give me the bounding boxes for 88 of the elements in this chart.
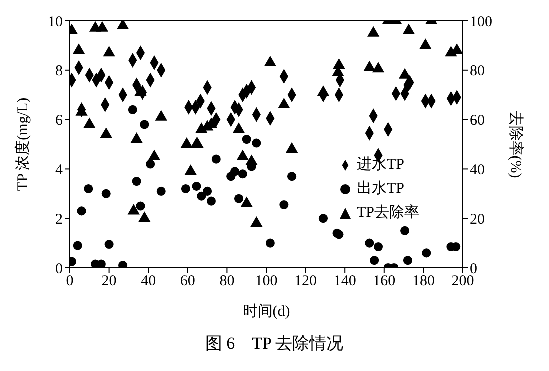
point xyxy=(197,192,206,201)
legend-label: 出水TP xyxy=(357,180,405,199)
point xyxy=(232,122,246,134)
point xyxy=(132,177,142,186)
point xyxy=(370,256,380,266)
point xyxy=(130,132,143,144)
point xyxy=(236,150,249,160)
x-tick-label: 200 xyxy=(452,274,474,290)
point xyxy=(181,184,190,194)
point xyxy=(422,248,432,258)
point xyxy=(240,196,253,208)
y-tick-label: 8 xyxy=(56,64,63,80)
legend-label: TP去除率 xyxy=(357,203,420,223)
point xyxy=(420,38,432,50)
y2-axis-title: 去除率(%) xyxy=(508,110,525,178)
text: 图 6 TP 去除情况 xyxy=(204,333,345,355)
point xyxy=(266,238,275,248)
point xyxy=(84,118,96,128)
point xyxy=(252,138,262,148)
point xyxy=(128,204,140,215)
y-tick-label: 6 xyxy=(56,113,64,130)
point xyxy=(286,142,298,153)
y2-tick-label: 100 xyxy=(470,14,492,30)
point xyxy=(148,150,161,160)
y2-tick-label: 60 xyxy=(470,113,485,130)
point xyxy=(374,242,384,252)
point xyxy=(192,182,202,191)
point xyxy=(234,194,244,204)
point xyxy=(206,196,216,206)
point xyxy=(180,137,193,148)
point xyxy=(250,216,263,228)
x-tick-label: 140 xyxy=(334,274,356,290)
y2-tick-label: 20 xyxy=(470,212,485,228)
y2-tick-label: 40 xyxy=(470,162,485,179)
x-axis-title: 时间(d) xyxy=(242,303,290,320)
x-tick-label: 160 xyxy=(373,274,396,290)
point xyxy=(184,164,197,176)
point xyxy=(402,24,416,34)
point xyxy=(134,86,147,96)
y-tick-label: 10 xyxy=(48,14,63,30)
point xyxy=(372,62,385,73)
point xyxy=(317,86,330,96)
point xyxy=(128,105,138,114)
point xyxy=(138,212,151,222)
y-axis-title: TP 浓度(mg/L) xyxy=(14,98,32,192)
x-tick-label: 180 xyxy=(412,274,435,290)
y2-tick-label: 80 xyxy=(470,64,485,80)
point xyxy=(146,160,156,169)
point xyxy=(400,226,410,236)
x-tick-label: 120 xyxy=(294,274,318,290)
point xyxy=(102,189,111,198)
point xyxy=(278,98,290,108)
x-tick-label: 60 xyxy=(180,274,196,290)
point xyxy=(230,167,240,176)
point xyxy=(136,202,146,211)
point xyxy=(156,186,166,196)
x-tick-label: 40 xyxy=(141,274,156,290)
x-tick-label: 100 xyxy=(255,274,278,290)
point xyxy=(96,21,108,32)
point xyxy=(73,241,82,250)
point xyxy=(155,110,168,121)
point xyxy=(104,240,114,250)
point xyxy=(103,46,116,57)
point xyxy=(212,154,221,164)
point xyxy=(403,256,412,266)
x-tick-label: 0 xyxy=(66,274,74,290)
point xyxy=(264,56,277,66)
point xyxy=(242,135,252,144)
point xyxy=(288,172,297,182)
point xyxy=(318,214,328,224)
point xyxy=(77,206,86,216)
x-tick-label: 80 xyxy=(220,274,235,290)
point xyxy=(333,58,346,69)
point xyxy=(84,184,94,194)
point xyxy=(368,26,380,37)
point xyxy=(238,170,248,179)
y-tick-label: 2 xyxy=(56,212,63,228)
point xyxy=(280,200,289,210)
point xyxy=(140,120,150,130)
point xyxy=(100,128,112,138)
point xyxy=(72,44,86,54)
point xyxy=(246,154,258,166)
y-tick-label: 0 xyxy=(56,261,63,278)
point xyxy=(364,60,376,72)
point xyxy=(365,238,374,248)
y-tick-label: 4 xyxy=(56,162,64,179)
x-tick-label: 20 xyxy=(102,274,117,290)
point xyxy=(203,186,212,196)
